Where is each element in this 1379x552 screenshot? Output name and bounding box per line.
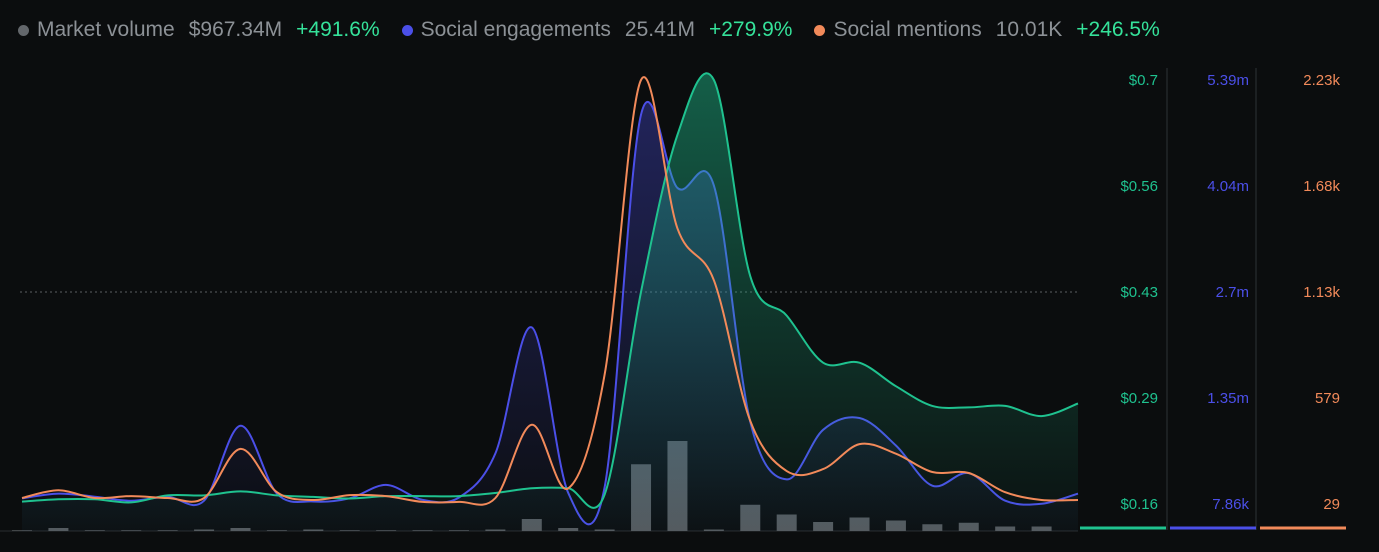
- tick-label-price: $0.29: [1120, 390, 1158, 407]
- tick-label-mentions: 29: [1323, 496, 1340, 513]
- tick-label-mentions: 2.23k: [1303, 72, 1340, 89]
- series-area-price: [22, 73, 1078, 532]
- tick-label-engagements: 4.04m: [1207, 178, 1249, 195]
- chart-legend: Market volume $967.34M +491.6% Social en…: [18, 16, 1160, 44]
- legend-label: Social mentions: [833, 18, 982, 41]
- legend-dot-social-mentions: [814, 24, 826, 36]
- legend-item-social-engagements[interactable]: Social engagements 25.41M +279.9%: [401, 18, 793, 42]
- legend-value: 25.41M: [624, 18, 695, 41]
- tick-label-engagements: 7.86k: [1212, 496, 1249, 513]
- series-line-price: [21, 72, 1079, 509]
- legend-label: Social engagements: [420, 18, 611, 41]
- tick-label-engagements: 1.35m: [1207, 390, 1249, 407]
- series-line-mentions: [21, 76, 1079, 506]
- tick-label-price: $0.16: [1120, 496, 1158, 513]
- tick-label-price: $0.56: [1120, 178, 1158, 195]
- tick-label-mentions: 1.13k: [1303, 284, 1340, 301]
- legend-dot-market-volume: [18, 24, 29, 36]
- legend-item-market-volume[interactable]: Market volume $967.34M +491.6%: [18, 18, 380, 42]
- legend-dot-social-engagements: [401, 24, 413, 36]
- legend-value: $967.34M: [188, 18, 283, 41]
- legend-change: +279.9%: [708, 18, 793, 41]
- legend-label: Market volume: [37, 18, 175, 41]
- tick-label-price: $0.43: [1120, 284, 1158, 301]
- tick-label-engagements: 2.7m: [1216, 284, 1249, 301]
- tick-label-price: $0.7: [1129, 72, 1158, 89]
- tick-label-mentions: 1.68k: [1303, 178, 1340, 195]
- legend-value: 10.01K: [995, 18, 1063, 41]
- legend-item-social-mentions[interactable]: Social mentions 10.01K +246.5%: [814, 18, 1160, 42]
- tick-label-mentions: 579: [1315, 390, 1340, 407]
- legend-change: +491.6%: [296, 18, 380, 41]
- legend-change: +246.5%: [1076, 18, 1160, 41]
- tick-label-engagements: 5.39m: [1207, 72, 1249, 89]
